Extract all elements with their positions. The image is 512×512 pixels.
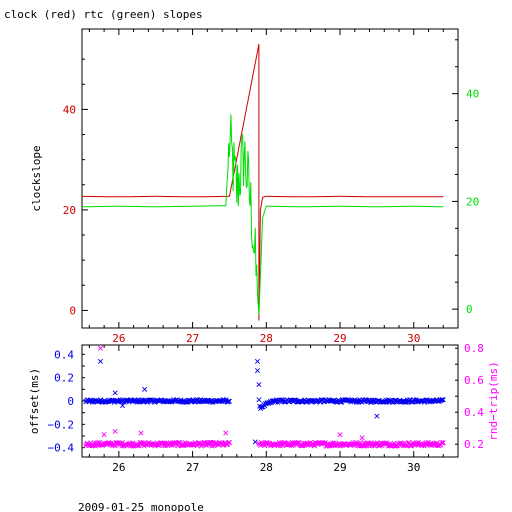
offset-outlier-point [142, 386, 148, 392]
y2-tick-label: 0.6 [464, 374, 484, 387]
rndtrip-point [440, 440, 446, 446]
y2-tick-label: 20 [466, 195, 479, 208]
y2-tick-label: 40 [466, 88, 479, 101]
offset-point [183, 399, 189, 405]
x-tick-label: 29 [333, 461, 346, 474]
x-tick-label: 30 [407, 461, 420, 474]
offset-outlier-point [120, 403, 126, 409]
chart-title: clock (red) rtc (green) slopes [4, 8, 203, 21]
x-tick-label: 26 [112, 332, 125, 345]
rndtrip-point [143, 441, 149, 447]
y2-tick-label: 0 [466, 303, 473, 316]
offset-point [185, 397, 191, 403]
rndtrip-markers [83, 345, 446, 449]
y2-tick-label: 0.8 [464, 342, 484, 355]
rndtrip-point [285, 442, 291, 448]
offset-point [439, 397, 445, 403]
rndtrip-outlier-point [337, 432, 343, 438]
y-tick-label: −0.2 [48, 418, 75, 431]
offset-markers [83, 358, 446, 445]
y-tick-label: 0 [67, 395, 74, 408]
offset-point [440, 397, 446, 403]
offset-point [439, 397, 445, 403]
offset-outlier-point [374, 413, 380, 419]
offset-outlier-point [252, 439, 258, 445]
y-tick-label: 40 [63, 103, 76, 116]
rndtrip-point [226, 440, 232, 446]
y-tick-label: 0.4 [54, 348, 74, 361]
rndtrip-outlier-point [223, 430, 229, 436]
y-tick-label: −0.4 [48, 442, 75, 455]
offset-point [256, 397, 262, 403]
offset-point [226, 398, 232, 404]
rndtrip-outlier-point [112, 428, 118, 434]
y-tick-label: 0 [69, 304, 76, 317]
y-tick-label: 20 [63, 204, 76, 217]
offset-point [291, 397, 297, 403]
clock-rtc-slope-panel: 26 27 28 29 30 0 20 40 0 20 40 clockslope [30, 28, 479, 345]
rndtrip-outlier-point [138, 430, 144, 436]
y2-tick-label: 0.4 [464, 406, 484, 419]
offset-outlier-point [254, 358, 260, 364]
x-tick-label: 26 [112, 461, 125, 474]
x-tick-label: 30 [407, 332, 420, 345]
y2-tick-label: 0.2 [464, 438, 484, 451]
rndtrip-outlier-point [359, 435, 365, 441]
clock-series-line [82, 44, 444, 321]
x-tick-label: 27 [186, 332, 199, 345]
rndtrip-point [226, 440, 232, 446]
y-axis-label: offset(ms) [28, 368, 41, 434]
offset-outlier-point [256, 382, 262, 388]
rndtrip-outlier-point [97, 345, 103, 351]
x-tick-label: 28 [260, 332, 273, 345]
y-axis-label: clockslope [30, 145, 43, 211]
offset-roundtrip-panel: 26 27 28 29 30 −0.4 −0.2 0 0.2 0.4 0.2 0.4 0.6 0.8 off… [28, 342, 500, 474]
x-tick-label: 29 [333, 332, 346, 345]
offset-outlier-point [254, 368, 260, 374]
offset-outlier-point [97, 358, 103, 364]
x-tick-label: 28 [260, 461, 273, 474]
x-tick-label: 27 [186, 461, 199, 474]
y-tick-label: 0.2 [54, 372, 74, 385]
offset-outlier-point [112, 390, 118, 396]
offset-point [226, 398, 232, 404]
y2-axis-label: rnd−trip(ms) [487, 361, 500, 440]
plot-frame [81, 28, 459, 329]
footer-label: 2009-01-25 monopole [78, 501, 204, 512]
rtc-series-line [82, 114, 444, 315]
rndtrip-outlier-point [101, 432, 107, 438]
rndtrip-point [140, 440, 146, 446]
